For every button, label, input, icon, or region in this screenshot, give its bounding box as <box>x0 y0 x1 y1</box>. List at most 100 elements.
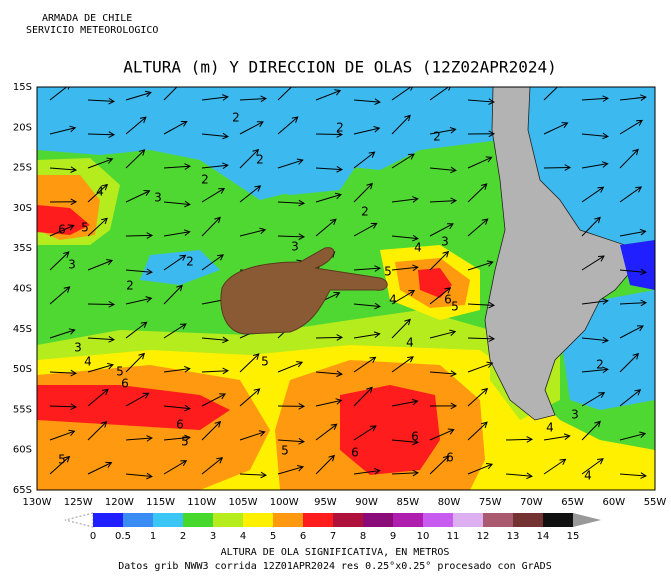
latitude-label: 25S <box>13 163 32 174</box>
legend-label: 6 <box>300 531 306 542</box>
legend-swatch <box>93 513 123 527</box>
latitude-label: 40S <box>13 284 32 295</box>
legend-label: 9 <box>390 531 396 542</box>
legend-swatch <box>213 513 243 527</box>
contour-label: 6 <box>411 430 419 444</box>
longitude-label: 105W <box>229 497 258 508</box>
legend-label: 8 <box>360 531 366 542</box>
contour-label: 5 <box>81 221 89 235</box>
contour-label: 6 <box>444 293 452 307</box>
longitude-label: 110W <box>187 497 216 508</box>
contour-label: 4 <box>546 421 554 435</box>
longitude-label: 85W <box>396 497 419 508</box>
contour-label: 2 <box>201 173 209 187</box>
legend-swatch <box>363 513 393 527</box>
contour-label: 3 <box>291 240 299 254</box>
contour-label: 5 <box>451 300 459 314</box>
legend-label: 0 <box>90 531 96 542</box>
legend-swatch <box>543 513 573 527</box>
latitude-label: 45S <box>13 324 32 335</box>
longitude-label: 95W <box>314 497 337 508</box>
legend-label: 13 <box>507 531 520 542</box>
contour-label: 5 <box>261 355 269 369</box>
arrow-shaft <box>316 337 342 338</box>
contour-label: 2 <box>232 111 240 125</box>
longitude-label: 100W <box>270 497 299 508</box>
map-title: ALTURA (m) Y DIRECCION DE OLAS (12Z02APR… <box>123 58 556 77</box>
contour-label: 3 <box>154 191 162 205</box>
legend-swatch <box>483 513 513 527</box>
contour-label: 4 <box>84 355 92 369</box>
latitude-label: 35S <box>13 243 32 254</box>
arrow-shaft <box>544 167 570 168</box>
legend-swatch <box>453 513 483 527</box>
contour-label: 4 <box>406 336 414 350</box>
legend-label: 11 <box>447 531 460 542</box>
latitude-label: 15S <box>13 82 32 93</box>
longitude-label: 55W <box>644 497 667 508</box>
legend-swatch <box>333 513 363 527</box>
arrow-head <box>177 82 183 88</box>
legend-swatch <box>513 513 543 527</box>
longitude-label: 90W <box>355 497 378 508</box>
contour-label: 2 <box>126 279 134 293</box>
arrow-shaft <box>126 235 152 236</box>
contour-label: 6 <box>351 446 359 460</box>
legend-label: 1 <box>150 531 156 542</box>
contour-label: 2 <box>256 153 264 167</box>
contour-label: 2 <box>186 255 194 269</box>
longitude-label: 80W <box>438 497 461 508</box>
latitude-label: 20S <box>13 122 32 133</box>
contour-label: 3 <box>571 408 579 422</box>
latitude-label: 50S <box>13 364 32 375</box>
arrow-shaft <box>506 439 532 440</box>
legend-swatch <box>393 513 423 527</box>
longitude-label: 65W <box>561 497 584 508</box>
contour-label: 5 <box>384 265 392 279</box>
latitude-label: 30S <box>13 203 32 214</box>
contour-label: 5 <box>281 444 289 458</box>
footer: Datos grib NWW3 corrida 12Z01APR2024 res… <box>118 561 551 572</box>
contour-label: 4 <box>389 293 397 307</box>
contour-label: 6 <box>176 418 184 432</box>
contour-label: 6 <box>446 451 454 465</box>
contour-label: 4 <box>584 469 592 483</box>
latitude-label: 55S <box>13 404 32 415</box>
longitude-label: 125W <box>64 497 93 508</box>
legend-swatch <box>423 513 453 527</box>
longitude-label: 60W <box>602 497 625 508</box>
longitude-label: 130W <box>23 497 52 508</box>
legend-swatch <box>183 513 213 527</box>
legend-swatch <box>303 513 333 527</box>
band-7 <box>340 385 440 475</box>
legend-label: 7 <box>330 531 336 542</box>
legend-label: 10 <box>417 531 430 542</box>
org-line: SERVICIO METEOROLOGICO <box>26 25 158 36</box>
legend-label: 2 <box>180 531 186 542</box>
contour-label: 2 <box>336 121 344 135</box>
legend-label: 14 <box>537 531 550 542</box>
legend-label: 4 <box>240 531 246 542</box>
contour-label: 6 <box>121 377 129 391</box>
legend-swatch <box>153 513 183 527</box>
latitude-label: 60S <box>13 445 32 456</box>
contour-label: 3 <box>74 341 82 355</box>
contour-label: 2 <box>361 205 369 219</box>
legend-swatch <box>273 513 303 527</box>
latitude-label: 65S <box>13 485 32 496</box>
contour-label: 4 <box>414 241 422 255</box>
legend-over <box>573 513 601 527</box>
legend-label: 12 <box>477 531 490 542</box>
longitude-label: 120W <box>105 497 134 508</box>
contour-label: 4 <box>96 185 104 199</box>
band-6 <box>37 365 270 490</box>
legend-swatch <box>123 513 153 527</box>
contour-label: 5 <box>181 435 189 449</box>
contour-label: 3 <box>68 258 76 272</box>
contour-label: 5 <box>58 453 66 467</box>
legend-label: 15 <box>567 531 580 542</box>
legend-under <box>65 513 93 527</box>
longitude-label: 75W <box>479 497 502 508</box>
longitude-label: 115W <box>146 497 175 508</box>
